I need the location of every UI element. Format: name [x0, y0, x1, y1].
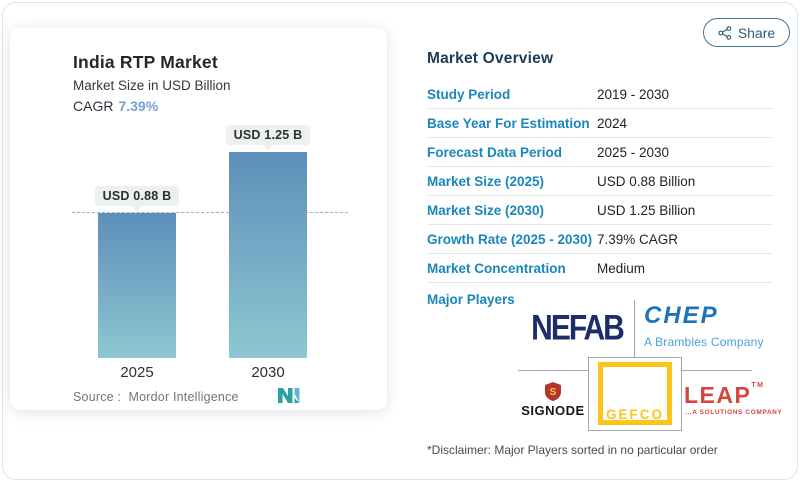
row-value: 2019 - 2030	[597, 86, 670, 102]
chart-cagr: CAGR 7.39%	[73, 98, 158, 114]
share-label: Share	[737, 24, 776, 41]
source-name: Mordor Intelligence	[128, 390, 239, 404]
source-text: Source : Mordor Intelligence	[73, 390, 239, 404]
logo-divider-horizontal-left	[518, 370, 588, 371]
table-row: Market Size (2030) USD 1.25 Billion	[427, 196, 772, 225]
bar-2030	[229, 152, 307, 358]
overview-title: Market Overview	[427, 50, 554, 67]
logo-divider-vertical	[634, 300, 635, 357]
table-row: Base Year For Estimation 2024	[427, 109, 772, 138]
row-label: Market Concentration	[427, 260, 566, 276]
table-row: Study Period 2019 - 2030	[427, 80, 772, 109]
chep-logo: CHEP	[644, 302, 719, 329]
cagr-value: 7.39%	[118, 98, 159, 114]
x-axis-label-2030: 2030	[251, 364, 285, 381]
table-row: Forecast Data Period 2025 - 2030	[427, 138, 772, 167]
row-label: Growth Rate (2025 - 2030)	[427, 231, 593, 247]
row-value: Medium	[597, 260, 646, 276]
nefab-logo: NEFAB	[531, 309, 625, 348]
table-row: Market Concentration Medium	[427, 254, 772, 283]
row-value: 7.39% CAGR	[597, 231, 679, 247]
row-label: Study Period	[427, 86, 511, 102]
disclaimer-text: *Disclaimer: Major Players sorted in no …	[427, 443, 718, 457]
value-label-2030: USD 1.25 B	[226, 125, 310, 145]
logo-divider-horizontal-right	[682, 370, 752, 371]
signode-shield-icon: S	[545, 382, 561, 401]
chart-subtitle: Market Size in USD Billion	[73, 78, 231, 93]
row-value: USD 1.25 Billion	[597, 202, 696, 218]
row-label: Market Size (2030)	[427, 202, 545, 218]
row-label: Base Year For Estimation	[427, 115, 590, 131]
bar-2025	[98, 213, 176, 358]
leap-tagline: ...A SOLUTIONS COMPANY	[685, 409, 783, 416]
bar-chart-plot: USD 0.88 B 2025 USD 1.25 B 2030	[10, 28, 387, 410]
chart-title: India RTP Market	[73, 52, 218, 72]
svg-text:S: S	[550, 387, 557, 398]
cagr-label: CAGR	[73, 98, 114, 114]
row-label: Market Size (2025)	[427, 173, 545, 189]
row-value: USD 0.88 Billion	[597, 173, 696, 189]
row-value: 2025 - 2030	[597, 144, 670, 160]
table-row: Growth Rate (2025 - 2030) 7.39% CAGR	[427, 225, 772, 254]
row-value: 2024	[597, 115, 628, 131]
value-label-caret	[263, 145, 273, 151]
chart-card: India RTP Market Market Size in USD Bill…	[10, 28, 387, 410]
x-axis-label-2025: 2025	[120, 364, 154, 381]
leap-logo: LEAPTM	[684, 382, 765, 408]
source-label: Source :	[73, 390, 122, 404]
chep-tagline: A Brambles Company	[644, 335, 764, 349]
gefco-wordmark: GEFCO	[605, 407, 664, 422]
reference-dashed-line	[72, 212, 348, 213]
gefco-logo: GEFCO	[588, 357, 682, 431]
gefco-square-icon	[598, 362, 672, 425]
share-icon	[718, 25, 732, 40]
table-row: Market Size (2025) USD 0.88 Billion	[427, 167, 772, 196]
signode-logo: SIGNODE	[521, 403, 585, 418]
value-label-caret	[132, 206, 142, 212]
major-players-label: Major Players	[427, 292, 515, 307]
mordor-intelligence-logo	[278, 388, 300, 403]
value-label-2025: USD 0.88 B	[95, 186, 179, 206]
share-button[interactable]: Share	[703, 18, 790, 47]
overview-table: Study Period 2019 - 2030 Base Year For Est…	[427, 80, 772, 283]
row-label: Forecast Data Period	[427, 144, 563, 160]
